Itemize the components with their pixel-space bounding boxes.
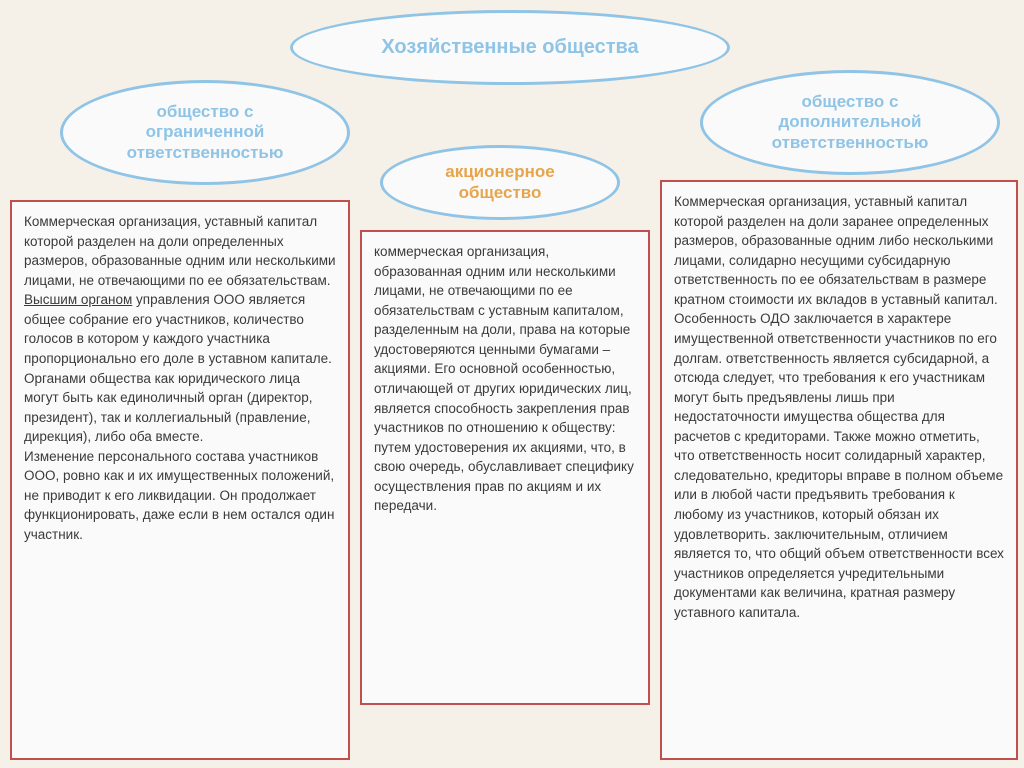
left-p3: Изменение персонального состава участник… xyxy=(24,447,336,545)
center-content-box: коммерческая организация, образованная о… xyxy=(360,230,650,705)
left-subtitle-ellipse: общество с ограниченной ответственностью xyxy=(60,80,350,185)
right-subtitle-ellipse: общество с дополнительной ответственност… xyxy=(700,70,1000,175)
left-p1-underline: Высшим органом xyxy=(24,292,132,307)
right-p1: Коммерческая организация, уставный капит… xyxy=(674,192,1004,309)
right-line2: дополнительной xyxy=(778,112,921,131)
center-subtitle-text: акционерное общество xyxy=(445,162,554,203)
left-subtitle-text: общество с ограниченной ответственностью xyxy=(127,102,284,163)
main-title-text: Хозяйственные общества xyxy=(381,36,638,59)
center-p1: коммерческая организация, образованная о… xyxy=(374,242,636,516)
left-line3: ответственностью xyxy=(127,143,284,162)
right-line3: ответственностью xyxy=(772,133,929,152)
right-line1: общество с xyxy=(801,92,898,111)
center-line2: общество xyxy=(459,183,542,202)
left-line2: ограниченной xyxy=(146,122,265,141)
right-p2: Особенность ОДО заключается в характере … xyxy=(674,309,1004,622)
right-subtitle-text: общество с дополнительной ответственност… xyxy=(772,92,929,153)
left-p1-before: Коммерческая организация, уставный капит… xyxy=(24,214,336,288)
right-content-box: Коммерческая организация, уставный капит… xyxy=(660,180,1018,760)
main-title-ellipse: Хозяйственные общества xyxy=(290,10,730,85)
center-subtitle-ellipse: акционерное общество xyxy=(380,145,620,220)
left-content-box: Коммерческая организация, уставный капит… xyxy=(10,200,350,760)
left-p2: Органами общества как юридического лица … xyxy=(24,369,336,447)
left-line1: общество с xyxy=(156,102,253,121)
center-line1: акционерное xyxy=(445,162,554,181)
left-p1: Коммерческая организация, уставный капит… xyxy=(24,212,336,369)
